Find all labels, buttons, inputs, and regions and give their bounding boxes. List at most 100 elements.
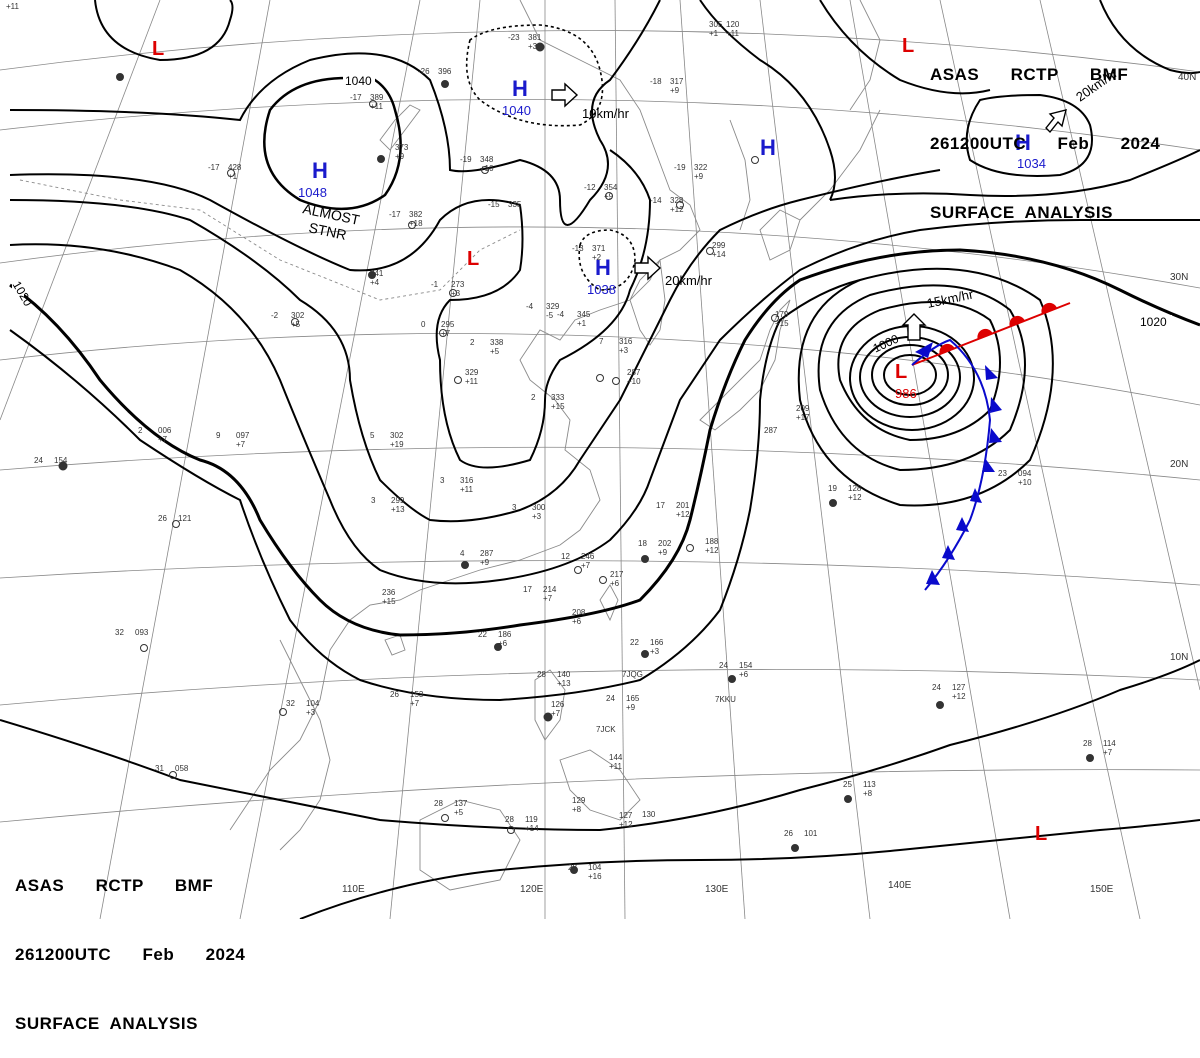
cold-front-triangle (915, 342, 933, 358)
station-plot: 305+1 (709, 20, 723, 38)
station-plot: -4 345+1 (557, 310, 591, 328)
station-pressure-tendency: +7 (551, 709, 561, 718)
cold-front-triangle (989, 428, 1002, 443)
station-pressure: 058 (175, 764, 189, 773)
station-plot: 24 154 (34, 456, 68, 465)
station-pressure-tendency: +3 (451, 289, 461, 298)
isobar-low-992 (871, 344, 949, 406)
high-center-label: H (760, 135, 776, 160)
station-temperature: 3 (371, 496, 376, 505)
longitude-label: 140E (888, 880, 912, 891)
movement-arrows (551, 82, 1067, 341)
station-pressure: 127 (952, 683, 966, 692)
isobar-1012 (0, 659, 1200, 832)
coast-kamchatka (849, 0, 881, 111)
station-temperature: 25 (843, 780, 852, 789)
isobar-1032-east-high (965, 93, 1093, 177)
station-pressure: 338 (490, 338, 504, 347)
station-plot: 23 094+10 (998, 469, 1032, 487)
low-center-label: L (1035, 823, 1047, 845)
station-pressure: 154 (54, 456, 68, 465)
longitude-label: 150E (1090, 884, 1114, 895)
longitude-label: 130E (705, 884, 729, 895)
station-pressure: 217 (610, 570, 624, 579)
isobar-1020 (9, 248, 1200, 637)
station-temperature: -2 (271, 311, 279, 320)
station-pressure-tendency: +3 (528, 42, 538, 51)
station-pressure-tendency: +11 (460, 485, 474, 494)
station-temperature: 2 (531, 393, 536, 402)
isobar-low-988 (883, 354, 937, 396)
station-pressure: 348 (480, 155, 494, 164)
station-temperature: 17 (523, 585, 532, 594)
station-temperature: -14 (650, 196, 662, 205)
warm-front-bump (1009, 315, 1025, 327)
station-plot: -17 389+11 (350, 93, 384, 111)
station-temperature: 28 (505, 815, 514, 824)
station-temperature: -1 (431, 280, 439, 289)
station-pressure: 166 (650, 638, 664, 647)
station-plot: 19 128+12 (828, 484, 862, 502)
longitude-line-115e (389, 0, 481, 919)
station-pressure-tendency: +13 (391, 505, 405, 514)
station-pressure-tendency: +14 (525, 824, 539, 833)
station-pressure: 317 (670, 77, 684, 86)
station-plot: -14 328+12 (650, 196, 684, 214)
station-pressure-tendency: +3 (532, 512, 542, 521)
coastlines (19, 0, 881, 891)
station-plot: 26 121 (158, 514, 192, 523)
station-plot: 28 119+14 (505, 815, 539, 833)
station-pressure: 328 (670, 196, 684, 205)
station-temperature: -15 (488, 200, 500, 209)
station-pressure: 094 (1018, 469, 1032, 478)
station-temperature: 22 (630, 638, 639, 647)
station-plot: 0 295+7 (421, 320, 455, 338)
station-pressure-tendency: +3 (650, 647, 660, 656)
isobar-label: 1020 (1140, 315, 1167, 329)
station-temperature: 28 (568, 863, 577, 872)
station-plot: 3 299+13 (371, 496, 405, 514)
coast-lake-baikal (379, 104, 421, 151)
station-pressure: 382 (409, 210, 423, 219)
station-temperature: -12 (584, 183, 596, 192)
station-pressure: 093 (135, 628, 149, 637)
station-temperature: 28 (434, 799, 443, 808)
station-pressure-tendency: +7 (543, 594, 553, 603)
station-plot: 3 316+11 (440, 476, 474, 494)
station-plot: 22 166+3 (630, 638, 664, 656)
station-pressure-tendency: +14 (712, 250, 726, 259)
station-pressure-tendency: +7 (410, 699, 420, 708)
longitude-label: 110E (342, 884, 365, 895)
station-plot: 28 140+13 (537, 670, 571, 688)
station-pressure: 333 (551, 393, 565, 402)
station-pressure: 305 (709, 20, 723, 29)
station-pressure-tendency: -5 (546, 311, 554, 320)
station-plot: 31 058 (155, 764, 189, 773)
station-plot: 217+6 (610, 570, 624, 588)
pressure-systems: L H 1048 H 1040 L H 1038 H L H 1034 L 98… (152, 35, 1047, 845)
station-pressure-tendency: +6 (572, 617, 582, 626)
longitude-line-100e (0, 0, 161, 421)
station-plot: 28 114+7 (1083, 739, 1116, 757)
isobar-low-1008 (817, 284, 1026, 472)
station-plot: 2 338+5 (470, 338, 504, 356)
station-plot: -15 335 (488, 200, 522, 209)
station-pressure: 129 (572, 796, 586, 805)
station-pressure: 127 (619, 811, 633, 820)
station-pressure: 295 (441, 320, 455, 329)
station-pressure-tendency: +4 (370, 278, 380, 287)
isobar-dashed-1038 (578, 229, 636, 291)
station-pressure: 179 (775, 310, 789, 319)
station-pressure: 214 (543, 585, 557, 594)
isobar-1040-siberia (263, 76, 402, 211)
station-pressure-tendency: +19 (390, 440, 404, 449)
station-pressure-tendency: +11 (465, 377, 479, 386)
station-pressure: 137 (454, 799, 468, 808)
station-pressure-tendency: +3 (306, 708, 316, 717)
station-temperature: 24 (34, 456, 43, 465)
station-pressure: 299 (712, 241, 726, 250)
station-plot: 2 333+15 (531, 393, 565, 411)
warm-front-bump (939, 343, 955, 355)
longitude-line-135e (759, 0, 871, 919)
title-line: SURFACE ANALYSIS (15, 1014, 198, 1033)
